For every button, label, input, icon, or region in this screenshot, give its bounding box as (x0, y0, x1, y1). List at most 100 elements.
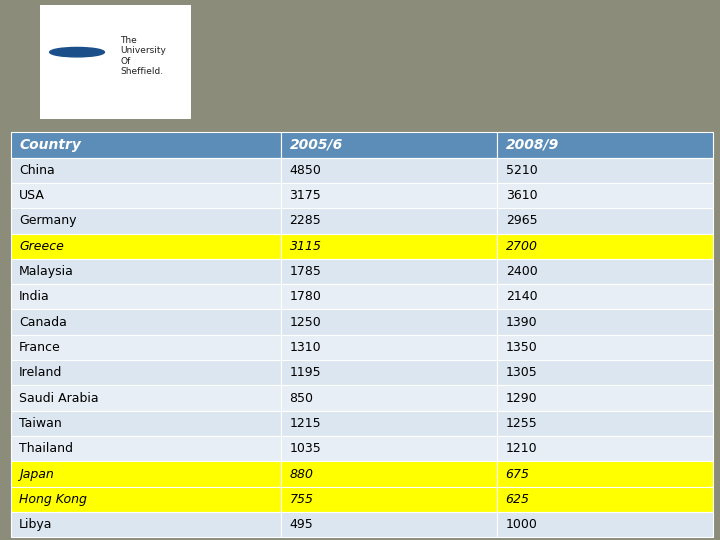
Text: 3175: 3175 (289, 189, 321, 202)
Text: 1780: 1780 (289, 291, 321, 303)
Bar (281, 158, 498, 183)
Bar (281, 309, 498, 335)
Text: 1035: 1035 (289, 442, 321, 455)
Bar (498, 411, 713, 436)
Text: 2140: 2140 (505, 291, 537, 303)
Bar (498, 360, 713, 386)
Bar (11, 386, 281, 411)
Bar (498, 386, 713, 411)
Text: China: China (19, 164, 55, 177)
Bar (281, 411, 498, 436)
Text: Taiwan: Taiwan (19, 417, 62, 430)
Bar (281, 360, 498, 386)
Bar (40, 5, 191, 119)
Text: 2400: 2400 (505, 265, 537, 278)
Text: 850: 850 (289, 392, 313, 404)
Bar (498, 436, 713, 461)
Text: Saudi Arabia: Saudi Arabia (19, 392, 99, 404)
Bar (498, 158, 713, 183)
Text: France: France (19, 341, 61, 354)
Text: 675: 675 (505, 468, 530, 481)
Text: Greece: Greece (19, 240, 64, 253)
Text: 1310: 1310 (289, 341, 321, 354)
Bar (281, 259, 498, 284)
Bar (11, 360, 281, 386)
Bar (11, 208, 281, 233)
Text: Malaysia: Malaysia (19, 265, 74, 278)
Text: 1390: 1390 (505, 316, 537, 329)
Bar (11, 284, 281, 309)
Text: 1290: 1290 (505, 392, 537, 404)
Bar (281, 461, 498, 487)
Bar (281, 487, 498, 512)
Text: Trends in Postgraduate Research in UK (HESA data): Trends in Postgraduate Research in UK (H… (55, 139, 665, 159)
Text: 2008/9: 2008/9 (505, 138, 559, 152)
Text: 2700: 2700 (505, 240, 538, 253)
Bar (498, 259, 713, 284)
Text: India: India (19, 291, 50, 303)
Text: 2005/6: 2005/6 (289, 138, 343, 152)
Text: 2285: 2285 (289, 214, 321, 227)
Text: 4850: 4850 (289, 164, 321, 177)
Text: Libya: Libya (19, 518, 53, 531)
Text: 1250: 1250 (289, 316, 321, 329)
Bar (281, 208, 498, 233)
Bar (11, 132, 281, 158)
Circle shape (50, 48, 104, 57)
Bar (498, 233, 713, 259)
Bar (11, 436, 281, 461)
Bar (281, 335, 498, 360)
Text: 1210: 1210 (505, 442, 537, 455)
Bar (11, 259, 281, 284)
Text: 1195: 1195 (289, 366, 321, 379)
Text: 2965: 2965 (505, 214, 537, 227)
Bar (11, 335, 281, 360)
Bar (11, 309, 281, 335)
Text: 1215: 1215 (289, 417, 321, 430)
Bar (498, 512, 713, 537)
Text: Hong Kong: Hong Kong (19, 493, 87, 506)
Text: 1785: 1785 (289, 265, 321, 278)
Text: 3115: 3115 (289, 240, 322, 253)
Bar (498, 132, 713, 158)
Text: Canada: Canada (19, 316, 67, 329)
Text: The
University
Of
Sheffield.: The University Of Sheffield. (120, 36, 166, 76)
Bar (11, 512, 281, 537)
Text: 1000: 1000 (505, 518, 538, 531)
Bar (11, 183, 281, 208)
Text: 1305: 1305 (505, 366, 537, 379)
Bar (11, 233, 281, 259)
Text: 880: 880 (289, 468, 313, 481)
Text: 755: 755 (289, 493, 313, 506)
Bar (11, 411, 281, 436)
Bar (498, 284, 713, 309)
Text: USA: USA (19, 189, 45, 202)
Bar (281, 436, 498, 461)
Bar (498, 309, 713, 335)
Bar (281, 132, 498, 158)
Text: Germany: Germany (19, 214, 77, 227)
Text: 3610: 3610 (505, 189, 537, 202)
Bar (281, 183, 498, 208)
Bar (498, 461, 713, 487)
Bar (281, 512, 498, 537)
Text: 495: 495 (289, 518, 313, 531)
Text: 5210: 5210 (505, 164, 537, 177)
Text: Japan: Japan (19, 468, 54, 481)
Text: 1255: 1255 (505, 417, 537, 430)
Bar (11, 158, 281, 183)
Bar (281, 233, 498, 259)
Bar (11, 487, 281, 512)
Text: Country: Country (19, 138, 81, 152)
Bar (498, 335, 713, 360)
Text: 1350: 1350 (505, 341, 537, 354)
Bar (11, 461, 281, 487)
Text: 625: 625 (505, 493, 530, 506)
Bar (281, 284, 498, 309)
Bar (498, 487, 713, 512)
Bar (498, 183, 713, 208)
Bar (498, 208, 713, 233)
Text: Thailand: Thailand (19, 442, 73, 455)
Bar (281, 386, 498, 411)
Text: Ireland: Ireland (19, 366, 63, 379)
